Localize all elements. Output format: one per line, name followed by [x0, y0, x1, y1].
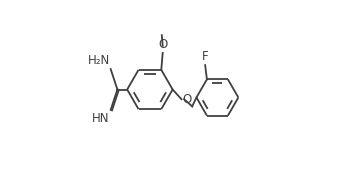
Text: F: F [202, 50, 208, 63]
Text: HN: HN [92, 112, 110, 125]
Text: H₂N: H₂N [88, 54, 110, 67]
Text: O: O [182, 93, 191, 106]
Text: O: O [158, 38, 167, 51]
